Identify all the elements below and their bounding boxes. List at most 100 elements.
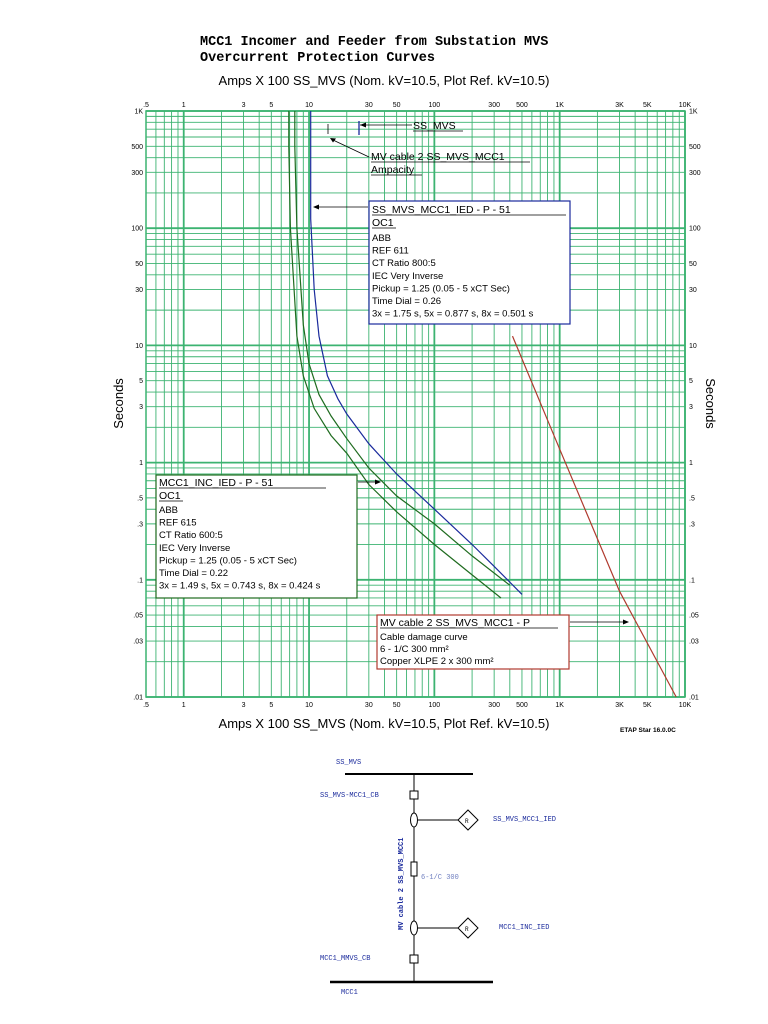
y-tick-label-left: 5: [139, 378, 143, 385]
x-axis-label-bottom: Amps X 100 SS_MVS (Nom. kV=10.5, Plot Re…: [218, 716, 550, 731]
plot-border: [145, 110, 686, 698]
y-tick-label-left: 10: [135, 343, 143, 350]
relay2-detail-line: IEC Very Inverse: [159, 543, 230, 554]
y-tick-label-right: .03: [689, 639, 699, 646]
y-tick-label-left: .5: [137, 495, 143, 502]
series-curve: [310, 111, 523, 595]
y-tick-label-left: 3: [139, 404, 143, 411]
y-tick-label-right: 500: [689, 144, 701, 151]
relay2-subtitle: OC1: [159, 490, 181, 502]
relay2-detail-line: ABB: [159, 505, 178, 516]
cable-detail-line: Copper XLPE 2 x 300 mm²: [380, 656, 494, 667]
x-tick-label-bottom: 10: [305, 702, 313, 709]
x-tick-label-top: 1: [182, 102, 186, 109]
y-tick-label-left: .05: [133, 613, 143, 620]
cable-symbol: [410, 861, 418, 877]
cable-name-label: MV cable 2 SS_MVS_MCC1: [398, 838, 406, 930]
x-tick-label-bottom: 10K: [679, 702, 692, 709]
y-tick-label-right: .01: [689, 695, 699, 702]
y-tick-label-right: 1: [689, 460, 693, 467]
relay1-title: SS_MVS_MCC1_IED - P - 51: [372, 204, 511, 216]
cable-detail-line: 6 - 1/C 300 mm²: [380, 644, 449, 655]
cable-size-label: 6-1/C 300: [421, 874, 459, 882]
cable-arrowhead: [623, 619, 629, 625]
breaker-bottom: [409, 954, 419, 964]
y-tick-label-left: 100: [131, 226, 143, 233]
relay1-detail-line: Pickup = 1.25 (0.05 - 5 xCT Sec): [372, 283, 510, 294]
x-tick-label-top: 30: [365, 102, 373, 109]
relay2-detail-line: Time Dial = 0.22: [159, 568, 228, 579]
x-tick-label-top: 100: [429, 102, 441, 109]
ampacity-label-line1: MV cable 2 SS_MVS_MCC1: [371, 151, 505, 163]
x-tick-label-top: 3: [242, 102, 246, 109]
y-tick-label-right: 10: [689, 343, 697, 350]
relay2-detail-line: CT Ratio 600:5: [159, 530, 223, 541]
x-tick-label-bottom: 100: [429, 702, 441, 709]
relay2-box: [155, 474, 358, 599]
x-tick-label-bottom: 1: [182, 702, 186, 709]
series-curve: [288, 111, 502, 599]
relay2-detail-line: 3x = 1.49 s, 5x = 0.743 s, 8x = 0.424 s: [159, 581, 321, 592]
series-curve: [511, 335, 677, 698]
y-tick-label-left: 50: [135, 261, 143, 268]
relay2-title: MCC1_INC_IED - P - 51: [159, 477, 273, 489]
relay-bottom-symbol-label: R: [465, 926, 469, 933]
y-tick-label-right: 50: [689, 261, 697, 268]
x-tick-label-bottom: 30: [365, 702, 373, 709]
breaker-top: [409, 790, 419, 800]
ct-bottom: [410, 920, 418, 936]
y-tick-label-left: .03: [133, 639, 143, 646]
y-tick-label-right: .05: [689, 613, 699, 620]
relay-top-label: SS_MVS_MCC1_IED: [493, 816, 556, 824]
x-tick-label-bottom: 50: [393, 702, 401, 709]
ampacity-arrowhead: [330, 138, 336, 143]
y-tick-label-right: .1: [689, 577, 695, 584]
ss-mvs-arrowhead: [360, 122, 366, 128]
y-tick-label-right: 300: [689, 170, 701, 177]
y-tick-label-left: .3: [137, 521, 143, 528]
y-tick-label-right: 30: [689, 287, 697, 294]
relay-top-symbol-label: R: [465, 818, 469, 825]
x-tick-label-top: 50: [393, 102, 401, 109]
breaker-top-label: SS_MVS-MCC1_CB: [320, 792, 379, 800]
relay1-detail-line: IEC Very Inverse: [372, 271, 443, 282]
x-tick-label-top: 1K: [555, 102, 564, 109]
bus-bottom-label: MCC1: [341, 989, 358, 997]
y-tick-label-right: .5: [689, 495, 695, 502]
y-tick-label-right: 1K: [689, 109, 698, 116]
x-tick-label-bottom: 5K: [643, 702, 652, 709]
relay-bottom-label: MCC1_INC_IED: [499, 924, 549, 932]
relay1-detail-line: REF 611: [372, 246, 409, 257]
relay-bottom-symbol: [457, 917, 479, 939]
x-tick-label-top: 10: [305, 102, 313, 109]
x-tick-label-top: 300: [488, 102, 500, 109]
relay1-detail-line: 3x = 1.75 s, 5x = 0.877 s, 8x = 0.501 s: [372, 309, 534, 320]
cable-title: MV cable 2 SS_MVS_MCC1 - P: [380, 617, 530, 629]
y-tick-label-left: .01: [133, 695, 143, 702]
etap-version: ETAP Star 16.0.0C: [620, 727, 676, 734]
y-tick-label-left: 500: [131, 144, 143, 151]
cable-box: [376, 614, 570, 670]
x-tick-label-top: 3K: [615, 102, 624, 109]
relay1-arrowhead: [313, 204, 319, 210]
y-tick-label-left: 300: [131, 170, 143, 177]
y-tick-label-right: 5: [689, 378, 693, 385]
x-tick-label-top: 500: [516, 102, 528, 109]
bus-top-label: SS_MVS: [336, 759, 361, 767]
x-tick-label-bottom: 1K: [555, 702, 564, 709]
chart-title-line1: MCC1 Incomer and Feeder from Substation …: [200, 35, 549, 50]
relay1-detail-line: CT Ratio 800:5: [372, 258, 436, 269]
y-tick-label-right: 3: [689, 404, 693, 411]
relay1-detail-line: Time Dial = 0.26: [372, 296, 441, 307]
relay2-detail-line: REF 615: [159, 518, 197, 529]
y-tick-label-right: .3: [689, 521, 695, 528]
chart-title-line2: Overcurrent Protection Curves: [200, 51, 435, 66]
series-curve: [294, 111, 511, 586]
x-tick-label-top: 5: [269, 102, 273, 109]
y-tick-label-right: 100: [689, 226, 701, 233]
ampacity-leader: [332, 139, 370, 158]
y-tick-label-left: 1: [139, 460, 143, 467]
relay2-detail-line: Pickup = 1.25 (0.05 - 5 xCT Sec): [159, 555, 297, 566]
